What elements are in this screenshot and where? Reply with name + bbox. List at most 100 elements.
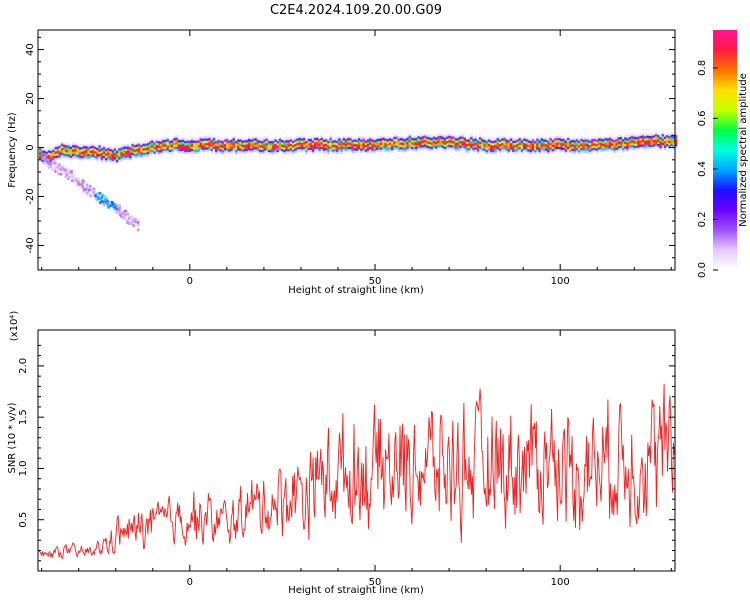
heatmap-cell <box>461 134 464 137</box>
heatmap-cell <box>254 146 258 150</box>
heatmap-cell <box>51 167 54 171</box>
heatmap-cell <box>212 142 216 145</box>
heatmap-cell <box>195 138 198 141</box>
heatmap-cell <box>113 202 116 205</box>
heatmap-cell <box>157 140 161 144</box>
heatmap-cell <box>668 136 671 139</box>
heatmap-cell <box>65 142 68 146</box>
heatmap-cell <box>542 143 546 146</box>
heatmap-cell <box>241 149 244 152</box>
heatmap-cell <box>333 140 337 143</box>
heatmap-cell <box>182 141 185 145</box>
heatmap-cell <box>210 139 214 143</box>
heatmap-cell <box>171 140 174 143</box>
heatmap-cell <box>92 193 95 197</box>
heatmap-cell <box>232 146 236 150</box>
heatmap-cell <box>501 149 504 152</box>
heatmap-cell <box>129 146 132 150</box>
heatmap-cell <box>340 146 343 150</box>
heatmap-cell <box>87 153 90 156</box>
heatmap-cell <box>668 138 671 141</box>
heatmap-cell <box>626 146 629 150</box>
heatmap-cell <box>589 142 592 146</box>
heatmap-cell <box>131 152 134 156</box>
heatmap-cell <box>353 145 357 149</box>
heatmap-cell <box>391 138 394 142</box>
heatmap-cell <box>133 149 137 152</box>
heatmap-cell <box>57 172 61 176</box>
heatmap-cell <box>663 140 667 144</box>
heatmap-cell <box>408 142 412 145</box>
heatmap-cell <box>410 146 414 149</box>
heatmap-cell <box>410 135 414 138</box>
heatmap-cell <box>270 151 273 155</box>
heatmap-cell <box>505 148 508 151</box>
heatmap-cell <box>265 147 269 150</box>
heatmap-cell <box>527 148 530 152</box>
heatmap-cell <box>329 141 332 145</box>
heatmap-cell <box>573 151 577 154</box>
heatmap-cell <box>454 138 458 141</box>
heatmap-cell <box>283 138 286 141</box>
heatmap-cell <box>265 140 269 144</box>
heatmap-cell <box>311 142 315 146</box>
heatmap-cell <box>274 137 277 140</box>
heatmap-cell <box>113 154 117 158</box>
heatmap-cell <box>435 143 438 147</box>
heatmap-cell <box>195 147 198 150</box>
heatmap-cell <box>160 150 163 153</box>
heatmap-cell <box>569 142 572 146</box>
heatmap-cell <box>217 141 220 145</box>
heatmap-cell <box>391 149 394 153</box>
heatmap-cell <box>556 135 559 139</box>
heatmap-cell <box>67 177 70 180</box>
heatmap-cell <box>155 151 159 154</box>
heatmap-cell <box>487 150 491 153</box>
heatmap-cell <box>375 143 379 146</box>
heatmap-cell <box>188 149 192 152</box>
heatmap-cell <box>556 144 559 147</box>
heatmap-cell <box>287 142 291 145</box>
heatmap-cell <box>118 207 121 210</box>
heatmap-cell <box>245 144 249 147</box>
heatmap-cell <box>325 141 328 144</box>
heatmap-cell <box>155 140 159 143</box>
heatmap-cell <box>395 138 398 142</box>
heatmap-cell <box>652 146 656 149</box>
heatmap-cell <box>536 147 539 150</box>
heatmap-cell <box>413 144 416 148</box>
heatmap-cell <box>92 191 95 194</box>
heatmap-cell <box>132 224 135 227</box>
heatmap-cell <box>228 142 231 146</box>
heatmap-cell <box>43 150 46 153</box>
heatmap-cell <box>296 138 299 141</box>
heatmap-cell <box>652 135 656 138</box>
heatmap-cell <box>63 153 66 156</box>
heatmap-cell <box>498 145 502 149</box>
heatmap-cell <box>428 134 431 138</box>
heatmap-cell <box>96 147 99 151</box>
heatmap-cell <box>446 134 449 137</box>
heatmap-cell <box>49 165 53 168</box>
heatmap-cell <box>534 145 537 148</box>
heatmap-cell <box>452 134 456 137</box>
heatmap-cell <box>468 136 471 140</box>
heatmap-cell <box>424 146 427 149</box>
heatmap-cell <box>50 155 53 158</box>
heatmap-cell <box>454 135 458 139</box>
heatmap-cell <box>644 144 647 148</box>
heatmap-cell <box>65 145 68 148</box>
heatmap-cell <box>622 150 625 153</box>
heatmap-cell <box>190 137 194 141</box>
heatmap-cell <box>514 142 517 146</box>
heatmap-cell <box>193 138 196 141</box>
heatmap-cell <box>109 150 112 154</box>
heatmap-cell <box>459 136 462 139</box>
heatmap-cell <box>457 148 460 152</box>
heatmap-cell <box>617 141 621 144</box>
heatmap-cell <box>221 151 225 155</box>
heatmap-cell <box>104 198 107 201</box>
heatmap-cell <box>102 153 106 156</box>
heatmap-cell <box>641 137 645 140</box>
heatmap-cell <box>171 137 174 141</box>
